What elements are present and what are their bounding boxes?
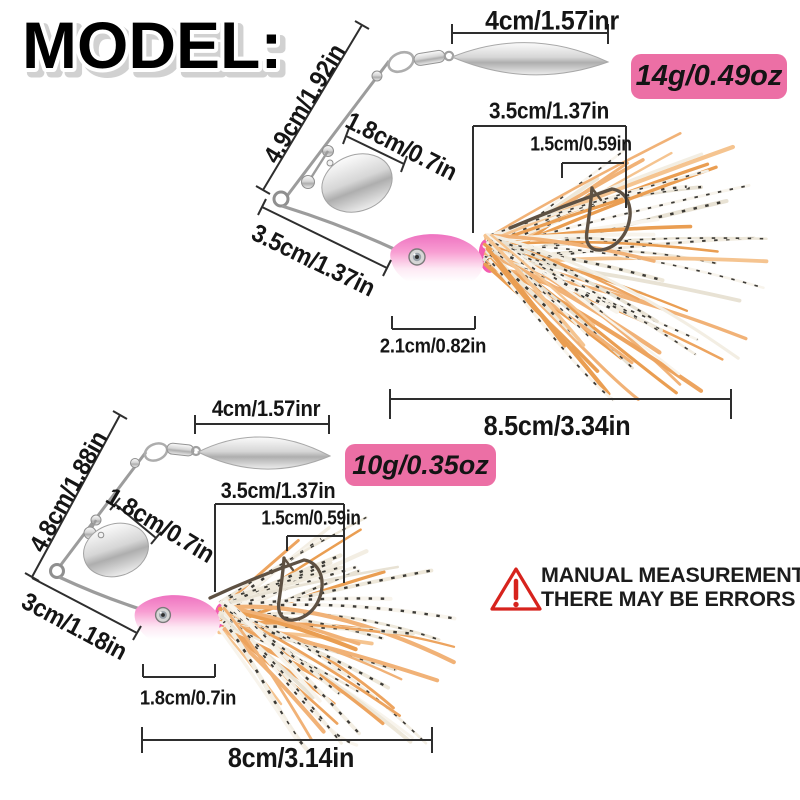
page-title: MODEL:: [22, 8, 282, 82]
blade-ring: [443, 50, 455, 62]
willow-blade: [450, 42, 610, 76]
wire-upper-arm: [58, 451, 148, 567]
wire-lower-arm: [281, 204, 395, 251]
wire-bend-loop: [272, 190, 290, 208]
weight-badge-14g: 14g/0.49oz: [631, 54, 787, 99]
barrel-swivel: [413, 49, 446, 66]
weight-badge-10g: 10g/0.35oz: [345, 444, 496, 486]
dim-blade-length-10g: 4cm/1.57inr: [211, 396, 321, 421]
dim-head-length-14g: 2.1cm/0.82in: [379, 335, 487, 358]
dim-total-length-10g: 8cm/3.14in: [227, 742, 355, 773]
jig-head: [390, 234, 483, 291]
wire-bend-loop: [49, 563, 65, 579]
bead: [130, 458, 140, 468]
hook: [208, 556, 324, 622]
jig-head: [134, 595, 220, 648]
dim-head-length-10g: 1.8cm/0.7in: [139, 687, 237, 710]
spinnerbait-14g-graphic: [272, 42, 769, 402]
swivel-link: [307, 150, 330, 182]
dim-blade-length-14g: 4cm/1.57inr: [485, 5, 619, 36]
warning-line-2: THERE MAY BE ERRORS: [541, 587, 796, 611]
dimension-lines-10g: [24, 410, 433, 753]
lure-eye-pupil: [415, 255, 419, 259]
warning-triangle-icon: [490, 567, 542, 611]
hook-barb: [282, 556, 295, 572]
dim-total-length-14g: 8.5cm/3.34in: [483, 410, 631, 441]
snap-clip: [387, 50, 415, 74]
willow-blade: [196, 436, 332, 470]
page-title-shadow: MODEL:: [27, 13, 287, 87]
wire-lower-arm: [58, 575, 141, 611]
snap-clip: [143, 442, 169, 462]
dim-hook-gap-10g: 1.5cm/0.59in: [261, 507, 361, 530]
silicone-skirt: [217, 516, 457, 751]
dimension-lines-14g: [255, 20, 732, 419]
lure-eye-pupil: [161, 613, 165, 617]
dim-skirt-width-14g: 3.5cm/1.37in: [489, 97, 609, 124]
bead: [301, 175, 315, 189]
blade-rivet: [326, 159, 334, 167]
lure-eye-glint: [159, 611, 162, 614]
silicone-skirt: [482, 132, 769, 402]
warning-text: MANUAL MEASUREMENT, THERE MAY BE ERRORS: [541, 563, 800, 611]
colorado-blade: [321, 153, 393, 213]
title-graphic: MODEL: MODEL:: [18, 4, 292, 92]
dim-skirt-width-10g: 3.5cm/1.37in: [220, 478, 336, 503]
warning-line-1: MANUAL MEASUREMENT,: [541, 563, 800, 587]
dim-hook-gap-14g: 1.5cm/0.59in: [530, 133, 632, 156]
spinnerbait-10g-graphic: [49, 436, 457, 751]
lure-eye-glint: [413, 253, 416, 256]
blade-rivet: [97, 531, 105, 539]
hook-barb: [590, 186, 603, 202]
barrel-swivel: [166, 442, 195, 457]
wire-upper-arm: [285, 60, 391, 197]
bead: [371, 70, 383, 82]
hook: [508, 186, 632, 252]
